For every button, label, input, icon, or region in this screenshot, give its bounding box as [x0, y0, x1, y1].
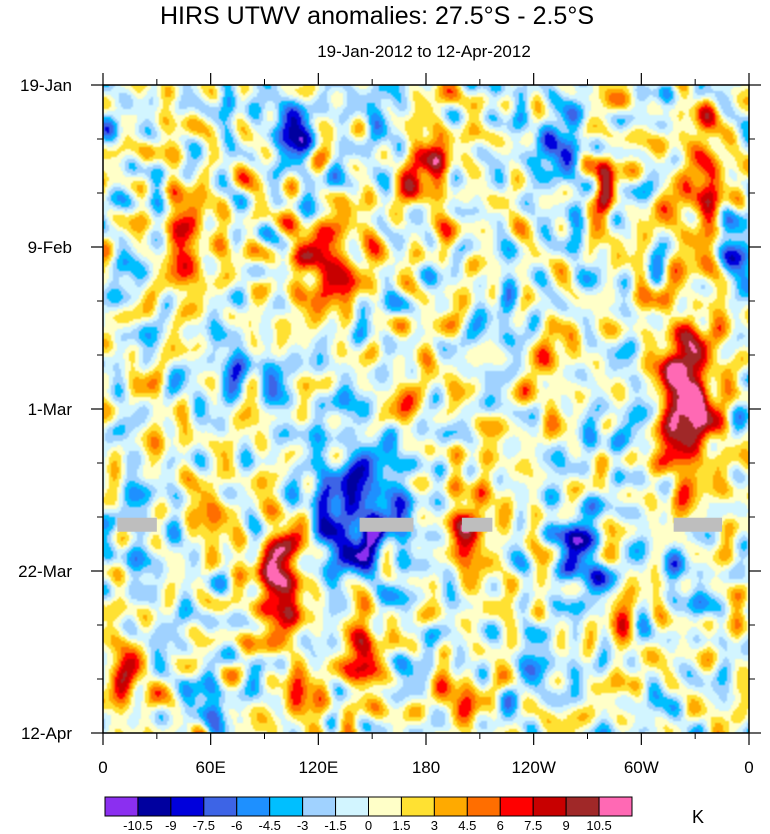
colorbar-level-label: 10.5 — [586, 818, 611, 833]
colorbar: -10.5 -9 -7.5 -6 -4.5 -3 -1.5 0 1.5 3 4.5 6 7.5 9 10.5 — [104, 796, 633, 833]
colorbar-swatch — [368, 796, 402, 817]
y-axis: 19-Jan 9-Feb 1-Mar 22-Mar 12-Apr — [18, 76, 761, 743]
colorbar-level-label: -6 — [231, 818, 243, 833]
x-tick-label: 60E — [196, 758, 226, 777]
colorbar-level-label: 7.5 — [524, 818, 542, 833]
colorbar-swatch — [203, 796, 238, 817]
y-tick-label: 12-Apr — [21, 724, 72, 743]
anomaly-field — [103, 85, 749, 733]
colorbar-level-label: -7.5 — [193, 818, 215, 833]
colorbar-swatch — [499, 796, 534, 817]
colorbar-level-label: -10.5 — [123, 818, 153, 833]
y-tick-label: 9-Feb — [28, 238, 72, 257]
x-tick-label: 180 — [412, 758, 440, 777]
colorbar-swatch — [335, 796, 369, 817]
colorbar-level-label: -3 — [297, 818, 309, 833]
x-tick-label: 0 — [98, 758, 107, 777]
colorbar-level-label: 3 — [431, 818, 438, 833]
colorbar-swatch — [302, 796, 337, 817]
colorbar-level-label: -9 — [165, 818, 177, 833]
colorbar-unit-label: K — [692, 807, 704, 827]
y-tick-label: 19-Jan — [20, 76, 72, 95]
x-tick-label: 60W — [624, 758, 659, 777]
y-tick-label: 22-Mar — [18, 562, 72, 581]
colorbar-swatch — [137, 796, 172, 817]
missing-data-segment — [117, 517, 157, 532]
missing-data-segment — [461, 517, 493, 532]
colorbar-swatch — [466, 796, 501, 817]
colorbar-swatch — [598, 796, 633, 817]
x-tick-label: 0 — [744, 758, 753, 777]
missing-data-segment — [673, 517, 723, 532]
colorbar-swatch — [565, 796, 600, 817]
colorbar-level-label: 6 — [497, 818, 504, 833]
colorbar-swatch — [269, 796, 304, 817]
colorbar-swatch — [170, 796, 205, 817]
colorbar-level-label: -4.5 — [258, 818, 280, 833]
missing-data-segment — [359, 517, 414, 532]
colorbar-level-label: -1.5 — [324, 818, 346, 833]
y-tick-label: 1-Mar — [28, 400, 73, 419]
x-tick-label: 120W — [511, 758, 555, 777]
x-axis: 0 60E 120E 180 120W 60W 0 — [98, 73, 754, 777]
colorbar-level-label: 9 — [563, 818, 570, 833]
colorbar-swatch — [236, 796, 271, 817]
colorbar-level-label: 4.5 — [458, 818, 476, 833]
colorbar-level-label: 1.5 — [392, 818, 410, 833]
plot-area — [102, 84, 750, 734]
colorbar-swatch — [104, 796, 139, 817]
colorbar-level-label: 0 — [365, 818, 372, 833]
colorbar-swatch — [400, 796, 435, 817]
chart-title: HIRS UTWV anomalies: 27.5°S - 2.5°S — [160, 2, 594, 30]
colorbar-swatch — [532, 796, 567, 817]
chart-subtitle: 19-Jan-2012 to 12-Apr-2012 — [317, 42, 531, 61]
x-tick-label: 120E — [298, 758, 338, 777]
colorbar-swatch — [433, 796, 468, 817]
missing-data-layer — [117, 517, 723, 532]
